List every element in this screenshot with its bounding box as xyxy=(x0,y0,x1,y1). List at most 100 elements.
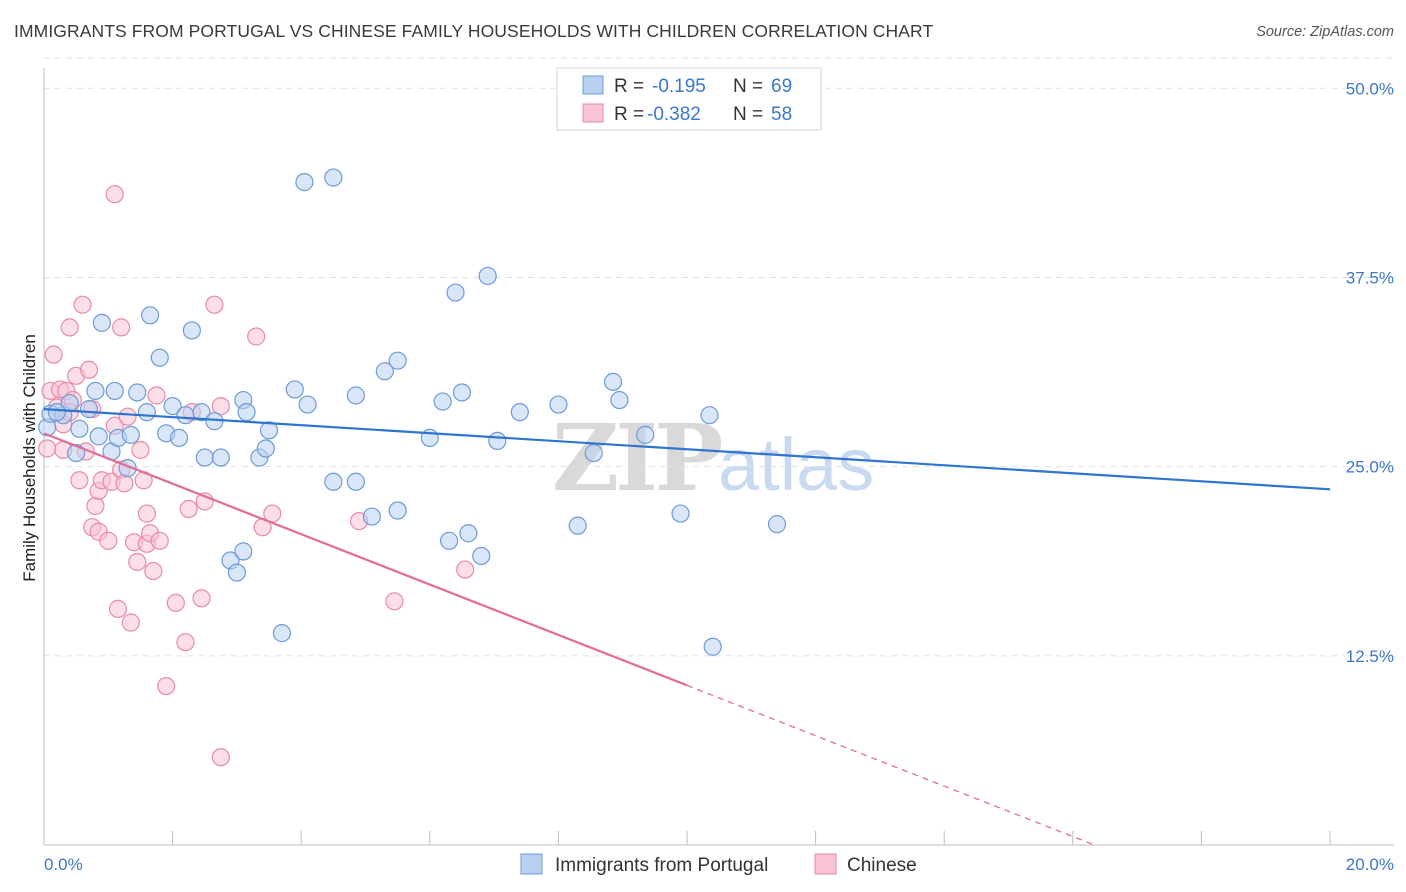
portugal-points xyxy=(38,168,787,656)
stats-legend: R = -0.195 N = 69 R = -0.382 N = 58 xyxy=(556,67,822,131)
chinese-point xyxy=(176,633,195,652)
chinese-point xyxy=(247,327,266,346)
legend-r-value-1: -0.195 xyxy=(652,76,706,97)
chinese-point xyxy=(150,531,169,550)
chinese-point xyxy=(86,496,105,516)
y-axis-label: Family Households with Children xyxy=(20,334,39,582)
chinese-point xyxy=(385,592,404,611)
portugal-point xyxy=(584,443,603,463)
chinese-point xyxy=(121,613,140,632)
chinese-point xyxy=(112,318,131,337)
portugal-point xyxy=(362,507,382,526)
portugal-trend-line xyxy=(43,408,1331,491)
portugal-point xyxy=(346,472,365,491)
y-tick-label: 50.0% xyxy=(1346,79,1394,98)
portugal-point xyxy=(169,428,189,447)
chinese-point xyxy=(144,561,163,581)
portugal-point xyxy=(121,425,140,444)
chinese-point xyxy=(44,345,63,364)
chinese-point xyxy=(211,748,230,767)
x-ticks xyxy=(43,831,1331,845)
x-tick-label-max: 20.0% xyxy=(1346,855,1394,874)
chinese-point xyxy=(79,360,99,379)
portugal-point xyxy=(237,403,256,422)
gridlines xyxy=(44,57,1394,657)
y-tick-label: 37.5% xyxy=(1346,268,1394,287)
portugal-point xyxy=(105,381,124,401)
legend-n-label-1: N = xyxy=(733,76,763,97)
portugal-point xyxy=(636,425,655,444)
chart-title: IMMIGRANTS FROM PORTUGAL VS CHINESE FAMI… xyxy=(14,21,934,41)
portugal-point xyxy=(295,173,314,192)
portugal-point xyxy=(176,406,195,425)
legend-r-label-2: R = xyxy=(614,104,644,125)
portugal-point xyxy=(298,395,317,414)
chinese-points xyxy=(38,185,475,767)
portugal-point xyxy=(324,168,343,187)
portugal-point xyxy=(671,504,690,523)
portugal-point xyxy=(375,362,394,381)
chinese-point xyxy=(137,504,156,523)
chinese-point xyxy=(99,531,118,550)
chinese-point xyxy=(205,295,224,314)
legend-swatch-portugal xyxy=(582,75,604,95)
chinese-point xyxy=(211,396,230,416)
portugal-point xyxy=(452,383,472,402)
chinese-point xyxy=(115,474,134,493)
portugal-point xyxy=(92,313,111,332)
portugal-point xyxy=(510,403,529,422)
portugal-point xyxy=(324,472,343,491)
portugal-point xyxy=(70,419,89,438)
chinese-point xyxy=(147,386,166,405)
chinese-point xyxy=(456,560,475,579)
portugal-point xyxy=(703,637,722,656)
portugal-point xyxy=(47,403,66,422)
bottom-legend-swatch-chinese xyxy=(814,853,837,875)
portugal-point xyxy=(472,546,491,566)
portugal-point xyxy=(234,542,253,561)
portugal-point xyxy=(128,383,147,402)
x-tick-label-min: 0.0% xyxy=(44,855,83,874)
trend-lines xyxy=(43,408,1331,846)
watermark-atlas: atlas xyxy=(718,423,874,506)
portugal-point xyxy=(285,380,304,399)
portugal-point xyxy=(549,395,568,414)
portugal-point xyxy=(767,515,787,534)
legend-n-value-2: 58 xyxy=(771,104,792,125)
chinese-point xyxy=(131,440,150,460)
watermark-zip: ZIP xyxy=(552,404,721,512)
chinese-point xyxy=(38,439,57,458)
portugal-point xyxy=(192,403,211,422)
legend-r-value-2: -0.382 xyxy=(647,104,701,125)
bottom-legend-label-chinese: Chinese xyxy=(847,855,917,876)
portugal-point xyxy=(79,400,99,419)
portugal-point xyxy=(439,531,459,550)
portugal-point xyxy=(86,381,105,401)
chinese-trend-line xyxy=(43,432,688,687)
chinese-point xyxy=(157,676,176,696)
y-tick-labels: 12.5% 25.0% 37.5% 50.0% xyxy=(1346,79,1394,666)
portugal-point xyxy=(256,439,275,458)
portugal-point xyxy=(259,421,279,440)
portugal-point xyxy=(211,448,230,467)
portugal-point xyxy=(163,396,182,416)
chinese-point xyxy=(60,318,79,337)
legend-n-value-1: 69 xyxy=(771,76,792,97)
chinese-point xyxy=(105,185,124,204)
legend-swatch-chinese xyxy=(582,103,604,123)
portugal-point xyxy=(150,348,169,367)
chinese-trend-line-extension xyxy=(686,684,1095,846)
series-legend: Immigrants from Portugal Chinese xyxy=(520,853,917,876)
bottom-legend-label-portugal: Immigrants from Portugal xyxy=(555,855,768,876)
portugal-point xyxy=(478,266,497,286)
portugal-point xyxy=(459,524,478,543)
chinese-point xyxy=(73,295,92,314)
portugal-point xyxy=(195,448,214,467)
portugal-point xyxy=(488,431,507,451)
portugal-point xyxy=(388,351,407,370)
portugal-point xyxy=(89,427,108,446)
portugal-point xyxy=(433,392,452,411)
y-tick-label: 12.5% xyxy=(1346,647,1394,666)
portugal-point xyxy=(610,390,629,410)
